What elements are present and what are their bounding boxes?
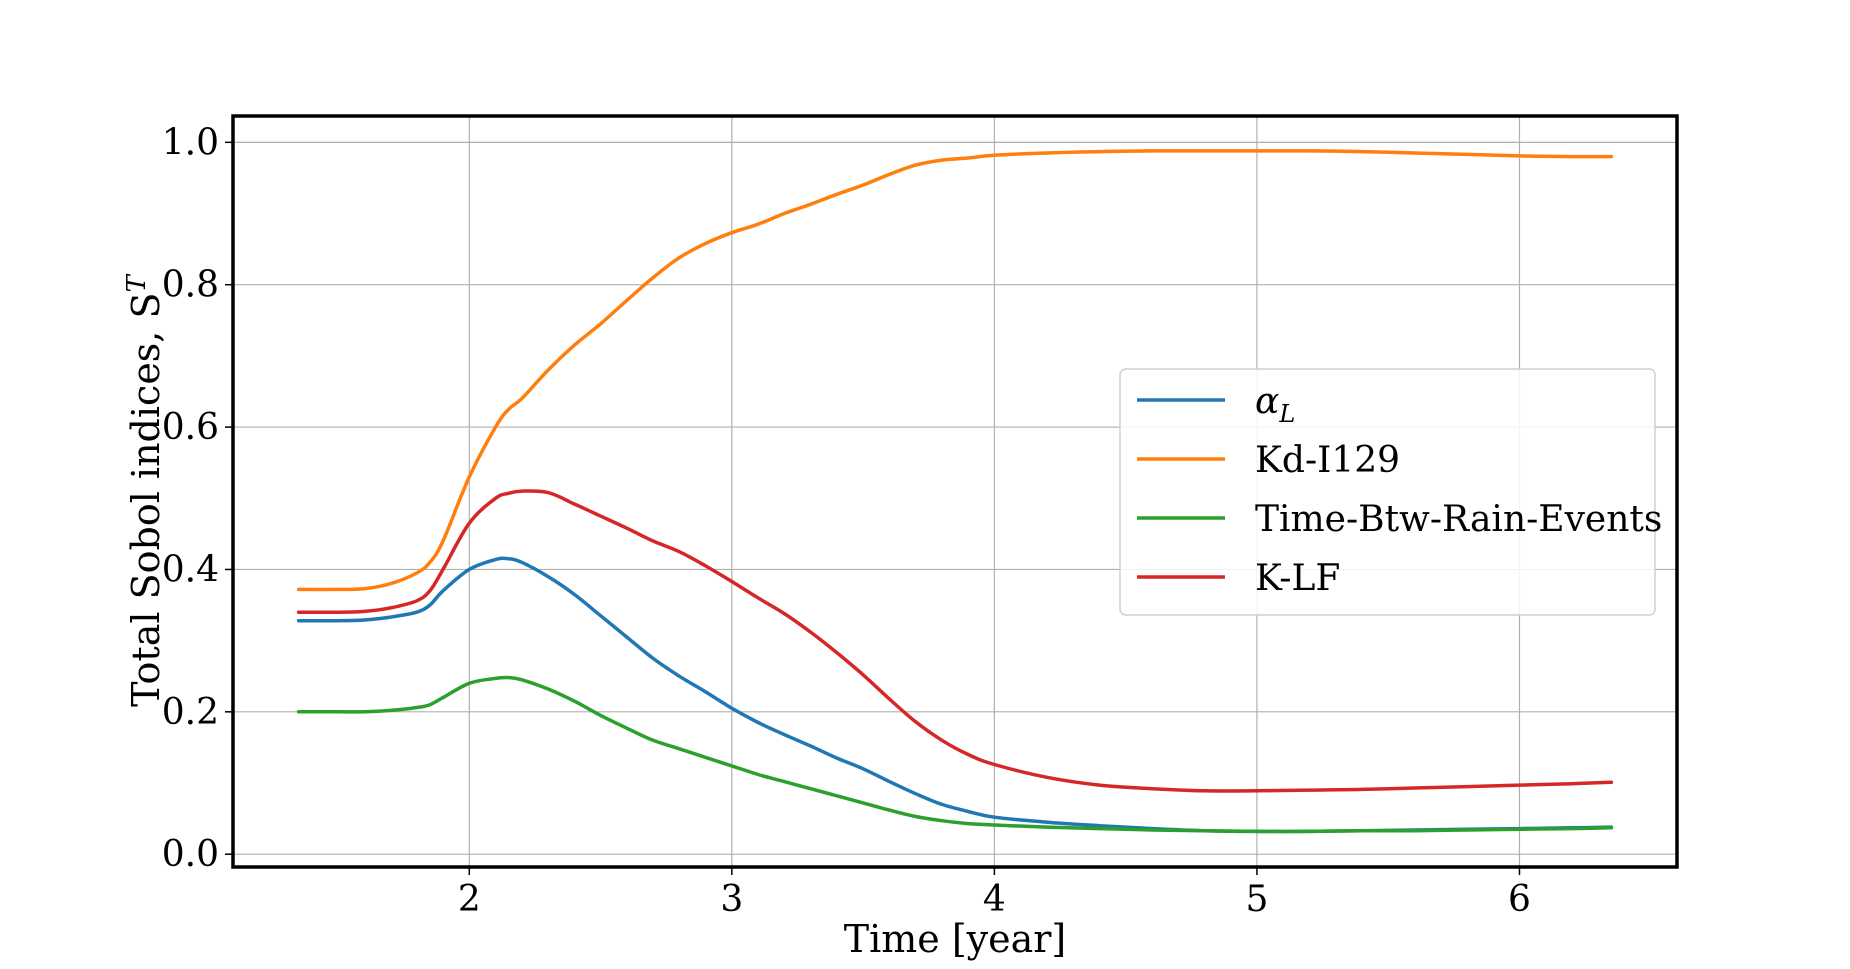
x-tick-label: 3	[720, 879, 743, 920]
x-axis-title: Time [year]	[844, 917, 1067, 961]
y-tick-label: 0.4	[162, 549, 219, 590]
legend: αL Kd-I129 Time-Btw-Rain-Events K-LF	[1119, 368, 1662, 616]
legend-label: K-LF	[1255, 558, 1340, 599]
legend-label: Kd-I129	[1255, 440, 1400, 481]
x-tick-label: 5	[1245, 879, 1268, 920]
y-axis-title-main: Total Sobol indices, S	[124, 292, 168, 706]
legend-label-main: α	[1255, 381, 1279, 422]
x-tick-label: 2	[458, 879, 481, 920]
series-line-2	[296, 149, 1614, 592]
y-axis: 0.0 0.2 0.4 0.6 0.8 1.0	[162, 122, 233, 875]
series-line-4	[296, 489, 1614, 793]
y-axis-title-superscript: T	[122, 273, 152, 292]
y-tick-label: 0.2	[162, 692, 219, 733]
legend-label: Time-Btw-Rain-Events	[1255, 499, 1662, 540]
x-axis: 2 3 4 5 6	[458, 867, 1531, 920]
y-axis-title: Total Sobol indices, ST	[122, 273, 168, 706]
y-tick-label: 0.0	[162, 834, 219, 875]
plot-area	[296, 149, 1614, 834]
series-line-3	[296, 675, 1614, 834]
axes-frame	[231, 114, 1679, 869]
y-tick-label: 0.6	[162, 407, 219, 448]
legend-label: αL	[1255, 381, 1295, 428]
legend-box	[1119, 368, 1656, 616]
x-tick-label: 6	[1508, 879, 1531, 920]
x-tick-label: 4	[983, 879, 1006, 920]
y-tick-label: 1.0	[162, 122, 219, 163]
y-tick-label: 0.8	[162, 265, 219, 306]
legend-label-subscript: L	[1278, 400, 1295, 428]
